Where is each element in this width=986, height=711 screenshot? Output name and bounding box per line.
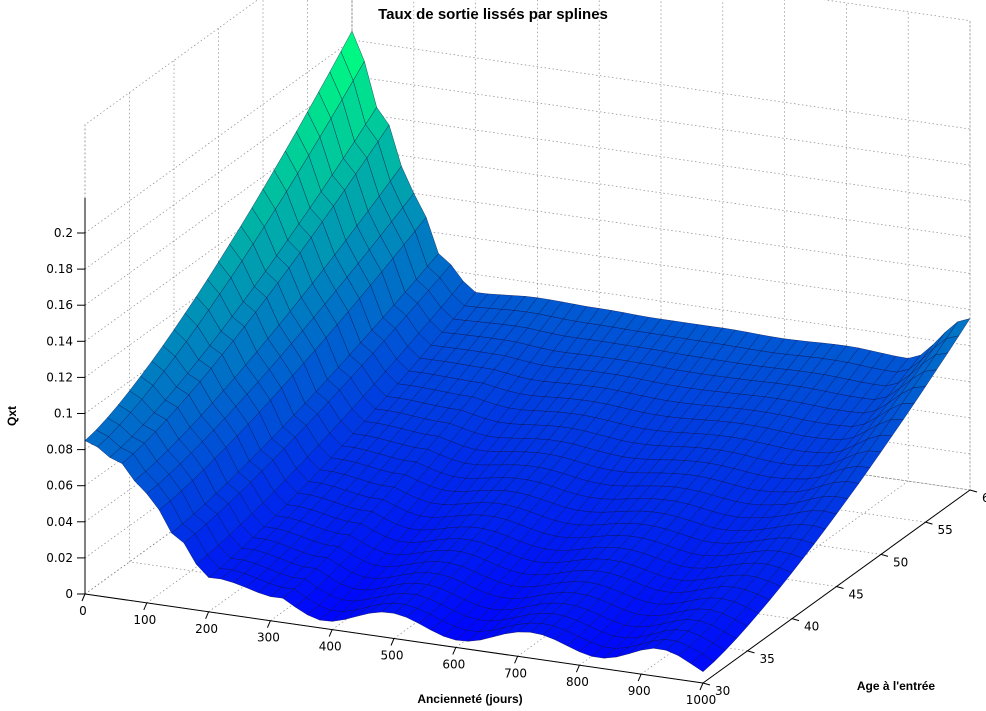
z-gridline xyxy=(84,39,971,234)
y-tick-label: 50 xyxy=(893,555,908,569)
x-tick xyxy=(390,638,395,646)
z-tick-label: 0.16 xyxy=(46,298,73,312)
z-tick-label: 0.04 xyxy=(46,515,73,529)
x-tick-label: 0 xyxy=(79,604,87,618)
y-tick-label: 55 xyxy=(938,523,953,537)
z-tick-label: 0.18 xyxy=(46,262,73,276)
x-tick-label: 800 xyxy=(566,675,589,689)
x-tick-label: 700 xyxy=(504,666,527,680)
z-gridline xyxy=(84,75,971,270)
x-tick-label: 900 xyxy=(628,684,651,698)
y-tick-label: 35 xyxy=(760,652,775,666)
z-tick-label: 0.12 xyxy=(46,370,73,384)
x-gridline xyxy=(640,11,909,675)
x-tick-label: 300 xyxy=(257,631,280,645)
y-tick xyxy=(791,618,800,622)
z-tick-label: 0.06 xyxy=(46,479,73,493)
surface-patch xyxy=(690,653,715,672)
y-tick xyxy=(747,650,755,654)
z-axis-label: Qxt xyxy=(5,406,19,426)
z-tick-label: 0.14 xyxy=(46,334,73,348)
y-tick-label: 30 xyxy=(715,684,730,698)
x-tick-label: 600 xyxy=(442,657,465,671)
x-tick xyxy=(328,629,333,637)
z-tick-label: 0 xyxy=(65,587,73,601)
x-tick xyxy=(637,673,642,682)
x-axis-label: Ancienneté (jours) xyxy=(417,692,522,706)
y-tick xyxy=(925,521,933,525)
z-tick-label: 0.02 xyxy=(46,551,73,565)
chart-title: Taux de sortie lissés par splines xyxy=(378,6,608,23)
x-tick xyxy=(266,620,271,628)
x-tick xyxy=(514,656,519,664)
x-tick xyxy=(205,611,210,619)
y-tick-label: 40 xyxy=(804,620,819,634)
z-tick-label: 0.08 xyxy=(46,443,73,457)
y-tick xyxy=(836,586,844,589)
x-tick xyxy=(81,593,86,602)
y-tick xyxy=(969,489,978,493)
z-tick-label: 0.2 xyxy=(54,226,73,240)
x-tick-label: 100 xyxy=(133,613,156,627)
x-tick xyxy=(143,602,148,611)
x-tick-label: 400 xyxy=(319,640,342,654)
y-tick xyxy=(880,553,889,557)
x-tick-label: 200 xyxy=(195,622,218,636)
y-tick xyxy=(702,682,711,686)
y-axis-label: Age à l'entrée xyxy=(857,679,936,693)
y-tick-label: 45 xyxy=(849,588,864,602)
x-tick-label: 500 xyxy=(381,649,404,663)
surface xyxy=(84,30,971,672)
axes: 0 0.02 0.04 0.06 0.08 0.1 0.12 0.14 0.16 0.18 0.2 0… xyxy=(46,198,986,707)
y-tick-label: 60 xyxy=(982,491,986,505)
z-tick-label: 0.1 xyxy=(54,407,73,421)
x-tick xyxy=(699,682,704,691)
x-tick-label: 1000 xyxy=(686,693,717,707)
x-tick xyxy=(452,647,457,655)
x-tick xyxy=(575,665,580,673)
